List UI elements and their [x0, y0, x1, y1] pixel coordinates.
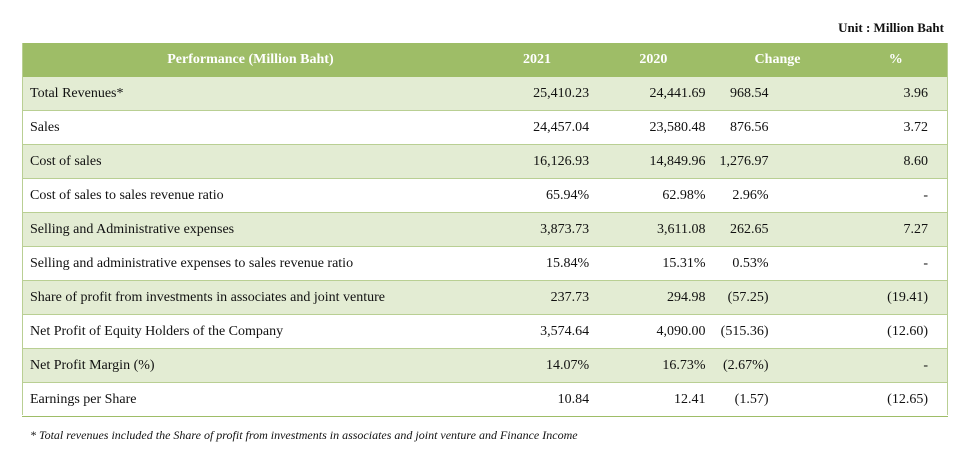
- cell-2021: 10.84: [478, 382, 596, 417]
- cell-percent: 8.60: [843, 144, 948, 179]
- cell-change: 2.96%: [711, 178, 844, 213]
- row-label: Net Profit of Equity Holders of the Comp…: [22, 314, 479, 349]
- table-body: Total Revenues* 25,410.23 24,441.69 968.54 3…: [22, 77, 948, 417]
- row-label: Sales: [22, 110, 479, 145]
- table-row: Cost of sales 16,126.93 14,849.96 1,276.97 8…: [22, 144, 948, 179]
- unit-label: Unit : Million Baht: [838, 20, 944, 35]
- row-label: Cost of sales: [22, 144, 479, 179]
- table-row: Total Revenues* 25,410.23 24,441.69 968.54 3…: [22, 77, 948, 111]
- cell-2021: 3,873.73: [478, 212, 596, 247]
- table-row: Net Profit Margin (%) 14.07% 16.73% (2.67%)…: [22, 348, 948, 383]
- header-change: Change: [711, 43, 844, 77]
- table-row: Selling and administrative expenses to s…: [22, 246, 948, 281]
- cell-2020: 62.98%: [595, 178, 712, 213]
- cell-2021: 65.94%: [478, 178, 596, 213]
- row-label: Total Revenues*: [22, 77, 479, 111]
- table-row: Share of profit from investments in asso…: [22, 280, 948, 315]
- cell-2020: 12.41: [595, 382, 712, 417]
- cell-2021: 25,410.23: [478, 77, 596, 111]
- table-row: Earnings per Share 10.84 12.41 (1.57) (12.65…: [22, 382, 948, 417]
- cell-change: 262.65: [711, 212, 844, 247]
- cell-change: 1,276.97: [711, 144, 844, 179]
- header-2020: 2020: [595, 43, 712, 77]
- cell-percent: (12.65): [843, 382, 948, 417]
- table-row: Selling and Administrative expenses 3,873…: [22, 212, 948, 247]
- table-row: Net Profit of Equity Holders of the Comp…: [22, 314, 948, 349]
- cell-percent: 7.27: [843, 212, 948, 247]
- cell-percent: -: [843, 178, 948, 213]
- cell-percent: (12.60): [843, 314, 948, 349]
- cell-change: (515.36): [711, 314, 844, 349]
- cell-2021: 237.73: [478, 280, 596, 315]
- cell-change: 876.56: [711, 110, 844, 145]
- cell-2021: 15.84%: [478, 246, 596, 281]
- cell-2020: 294.98: [595, 280, 712, 315]
- cell-change: (57.25): [711, 280, 844, 315]
- cell-2021: 14.07%: [478, 348, 596, 383]
- cell-2020: 23,580.48: [595, 110, 712, 145]
- cell-2020: 15.31%: [595, 246, 712, 281]
- cell-2020: 4,090.00: [595, 314, 712, 349]
- cell-change: 0.53%: [711, 246, 844, 281]
- cell-percent: -: [843, 246, 948, 281]
- cell-change: 968.54: [711, 77, 844, 111]
- table-row: Sales 24,457.04 23,580.48 876.56 3.72: [22, 110, 948, 145]
- header-performance: Performance (Million Baht): [22, 43, 479, 77]
- table-header-row: Performance (Million Baht) 2021 2020 Cha…: [22, 43, 948, 77]
- header-percent: %: [843, 43, 948, 77]
- row-label: Selling and Administrative expenses: [22, 212, 479, 247]
- footnote: * Total revenues included the Share of p…: [30, 428, 578, 442]
- header-2021: 2021: [478, 43, 596, 77]
- table-row: Cost of sales to sales revenue ratio 65.9…: [22, 178, 948, 213]
- cell-2021: 24,457.04: [478, 110, 596, 145]
- cell-2021: 3,574.64: [478, 314, 596, 349]
- row-label: Cost of sales to sales revenue ratio: [22, 178, 479, 213]
- cell-2020: 16.73%: [595, 348, 712, 383]
- row-label: Net Profit Margin (%): [22, 348, 479, 383]
- cell-percent: 3.96: [843, 77, 948, 111]
- cell-2020: 14,849.96: [595, 144, 712, 179]
- cell-change: (1.57): [711, 382, 844, 417]
- row-label: Selling and administrative expenses to s…: [22, 246, 479, 281]
- cell-change: (2.67%): [711, 348, 844, 383]
- cell-percent: 3.72: [843, 110, 948, 145]
- cell-2021: 16,126.93: [478, 144, 596, 179]
- row-label: Earnings per Share: [22, 382, 479, 417]
- cell-percent: -: [843, 348, 948, 383]
- cell-percent: (19.41): [843, 280, 948, 315]
- cell-2020: 24,441.69: [595, 77, 712, 111]
- cell-2020: 3,611.08: [595, 212, 712, 247]
- row-label: Share of profit from investments in asso…: [22, 280, 479, 315]
- performance-table: Performance (Million Baht) 2021 2020 Cha…: [22, 43, 948, 417]
